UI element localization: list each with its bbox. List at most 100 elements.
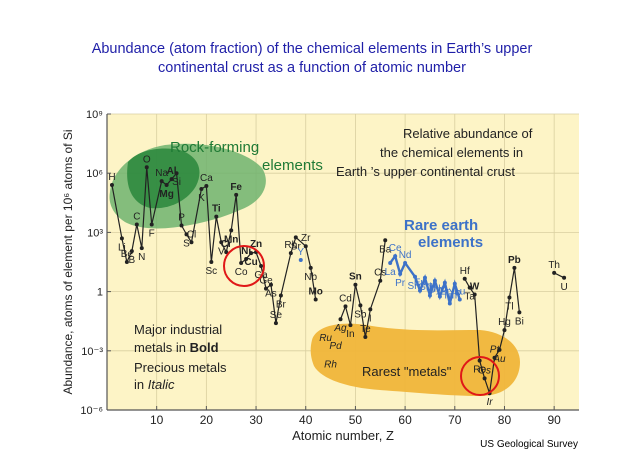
label-Ti: Ti [212,204,221,215]
label-Pb: Pb [508,255,521,266]
label-Se: Se [270,310,283,321]
label-W: W [470,282,480,293]
point-Nb [308,265,313,270]
label-Mg: Mg [159,189,173,200]
label-Sn: Sn [349,272,362,283]
label-F: F [149,229,155,240]
label-Na: Na [155,168,168,179]
label-Ba: Ba [379,244,392,255]
point-Na [159,179,164,184]
label-La: La [385,267,397,278]
point-Dy [432,278,437,283]
y-ticks: 10⁹ 10⁶ 10³ 1 10⁻³ 10⁻⁶ [80,109,111,417]
precious-note-1: Precious metals [134,360,227,375]
label-Pd: Pd [329,341,342,352]
point-Hg [502,328,507,333]
point-Be [124,260,129,264]
y-tick-label: 1 [97,287,103,299]
chart-title-line-1: Abundance (atom fraction) of the chemica… [91,41,533,57]
point-Se [273,321,278,326]
label-Lu: Lu [454,286,465,297]
point-Pb [512,265,517,270]
point-O [144,165,149,170]
label-B: B [129,255,136,266]
point-Bi [517,310,522,315]
y-tick-label: 10⁻⁶ [80,405,103,417]
label-Mo: Mo [308,286,322,297]
point-S [184,232,189,237]
label-Cd: Cd [339,293,352,304]
point-Th [552,270,557,275]
point-Mo [313,297,318,302]
x-tick-label: 10 [150,413,164,427]
point-Ag [338,317,343,322]
label-Ho: Ho [433,284,446,295]
label-Pr: Pr [395,278,406,289]
label-C: C [133,212,140,223]
label-Tb: Tb [424,283,436,294]
point-Tl [507,295,512,300]
x-tick-label: 30 [249,413,263,427]
point-Sn [353,282,358,287]
label-N: N [138,252,145,263]
label-Os: Os [478,365,491,376]
point-Ca [204,184,209,189]
label-Cu: Cu [244,257,257,268]
point-Mn [229,228,234,233]
label-Sm: Sm [408,281,423,292]
point-N [139,246,144,251]
legend-text-2: the chemical elements in [380,145,523,160]
point-Hf [462,276,467,281]
point-Cr [224,250,229,255]
point-W [472,292,477,297]
label-Hf: Hf [460,266,470,277]
label-Hg: Hg [498,317,511,328]
point-Ti [214,214,219,219]
label-Mn: Mn [224,234,238,245]
point-Zr [303,244,308,249]
x-axis-label: Atomic number, Z [292,428,394,443]
label-Ag: Ag [333,323,347,334]
label-Ru: Ru [319,333,332,344]
point-Mg [164,183,169,188]
label-Ni: Ni [241,246,251,257]
point-Pr [398,271,403,276]
point-F [149,222,154,227]
label-P: P [178,212,185,223]
x-tick-label: 40 [299,413,313,427]
x-ticks: 10 20 30 40 50 60 70 80 90 [150,406,561,427]
point-Os [482,376,487,381]
label-Zn: Zn [250,239,262,250]
point-Rb [288,251,293,256]
label-Li: Li [118,242,126,253]
label-Tl: Tl [505,302,513,313]
point-V [219,240,224,245]
label-O: O [143,154,151,165]
x-tick-label: 20 [200,413,214,427]
point-Ni [244,257,249,262]
abundance-points [109,165,567,396]
legend-text-3: Earth ’s upper continental crust [336,164,515,179]
y-axis-label: Abundance, atoms of element per 10⁶ atom… [61,129,75,394]
point-I [368,307,373,312]
point-Cl [189,240,194,245]
rare-earth-label-1: Rare earth [404,217,478,234]
label-Fe: Fe [230,182,242,193]
label-Sc: Sc [206,266,218,277]
industrial-note-2: metals in Bold [134,340,219,355]
label-S: S [183,238,190,249]
x-tick-label: 80 [498,413,512,427]
point-Fe [234,192,239,197]
point-Y [298,258,303,263]
point-Ga [259,263,264,268]
label-Al: Al [167,166,177,177]
label-Rb: Rb [284,240,297,251]
industrial-note-1: Major industrial [134,322,222,337]
label-Co: Co [235,267,248,278]
label-Ce: Ce [389,243,402,254]
point-Si [174,171,179,176]
label-Nb: Nb [304,272,317,283]
point-Er [442,280,447,285]
point-B [129,249,134,254]
point-Yb [452,281,457,286]
